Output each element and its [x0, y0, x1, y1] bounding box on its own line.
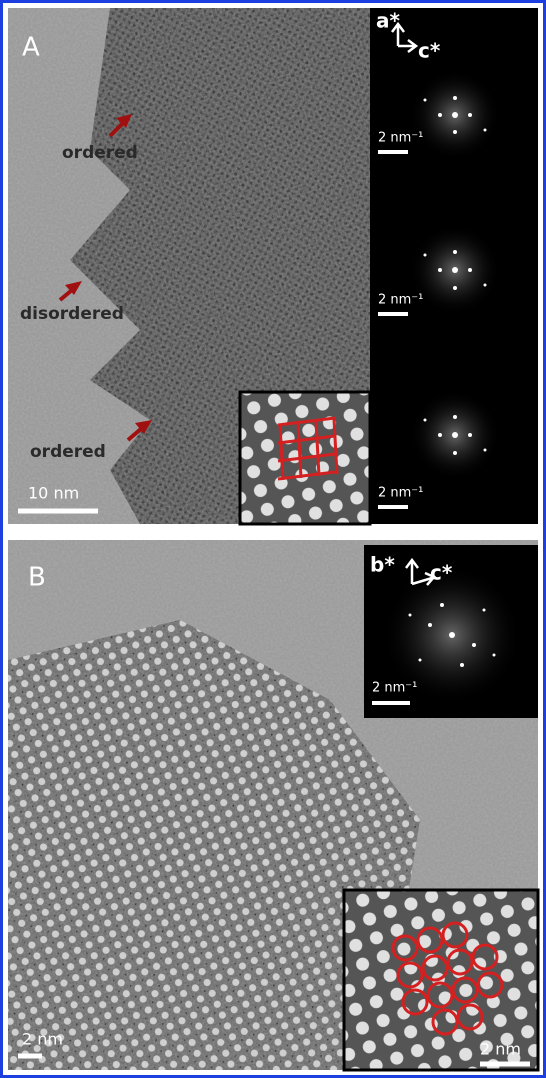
fft-axis: c* — [430, 561, 453, 585]
fft-axis: c* — [418, 39, 441, 63]
scale-bar-label: 2 nm⁻¹ — [378, 486, 423, 501]
fft-patterns — [410, 70, 500, 480]
annotation: ordered — [30, 442, 106, 462]
annotation: disordered — [20, 304, 124, 324]
scale-bar-label: 10 nm — [28, 484, 79, 503]
scale-bar-label: 2 nm — [480, 1040, 521, 1059]
panel-label: B — [28, 563, 46, 593]
annotation: ordered — [62, 143, 138, 163]
scale-bar-label: 2 nm⁻¹ — [378, 293, 423, 308]
figure: a* c* 2 nm⁻¹ 2 nm⁻¹ 2 nm⁻¹ A ordered dis… — [0, 0, 546, 1078]
panel-label: A — [22, 33, 40, 63]
panel-b: b* c* 2 nm⁻¹ B 2 nm 2 nm — [8, 540, 538, 1070]
panel-a: a* c* 2 nm⁻¹ 2 nm⁻¹ 2 nm⁻¹ A ordered dis… — [8, 8, 538, 524]
scale-bar-label: 2 nm⁻¹ — [378, 131, 423, 146]
scale-bar-label: 2 nm — [22, 1030, 63, 1049]
scale-bar-label: 2 nm⁻¹ — [372, 681, 417, 696]
fft-axis: b* — [370, 553, 395, 577]
